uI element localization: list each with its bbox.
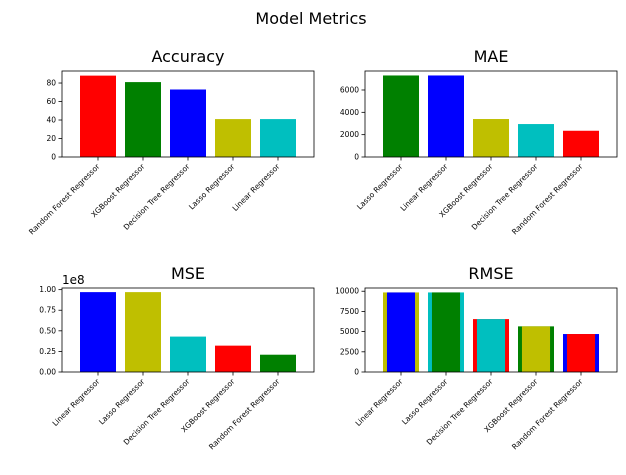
y-tick-label: 60 [46, 97, 56, 106]
bar-overlay-lasso-regressor [431, 292, 461, 372]
bar-xgboost-regressor [473, 119, 509, 157]
y-tick-label: 20 [46, 134, 56, 143]
panel-title: RMSE [468, 264, 513, 283]
y-tick-label: 0 [354, 153, 359, 162]
x-tick-label: Lasso Regressor [355, 161, 405, 211]
x-tick-label: Lasso Regressor [400, 376, 450, 426]
x-tick-label: Linear Regressor [354, 376, 406, 428]
y-tick-label: 0 [51, 153, 56, 162]
y-tick-label: 40 [46, 116, 56, 125]
bar-lasso-regressor [125, 292, 161, 372]
y-tick-label: 0.00 [39, 368, 56, 377]
bar-random-forest-regressor [80, 75, 116, 157]
x-tick-label: Random Forest Regressor [27, 161, 102, 236]
bar-decision-tree-regressor [170, 89, 206, 157]
x-tick-label: Lasso Regressor [187, 161, 237, 211]
y-tick-label: 10000 [335, 287, 359, 296]
figure-title: Model Metrics [255, 9, 366, 28]
bar-overlay-random-forest-regressor [566, 334, 596, 372]
y-tick-label: 0 [354, 368, 359, 377]
bar-linear-regressor [80, 292, 116, 372]
y-tick-label: 7500 [340, 307, 359, 316]
bar-overlay-decision-tree-regressor [476, 319, 506, 372]
x-tick-label: Linear Regressor [399, 161, 451, 213]
panel-mse: MSE 1e8 0.00 0.25 0.50 0.75 1.00 Linear Regress… [39, 264, 315, 451]
y-tick-label: 80 [46, 79, 56, 88]
panel-accuracy: Accuracy 0 20 40 60 80 Random Forest Regressor… [27, 47, 315, 236]
panel-title: MSE [171, 264, 205, 283]
bar-decision-tree-regressor [518, 124, 554, 157]
y-tick-label: 4000 [340, 108, 359, 117]
y-tick-label: 2500 [340, 347, 359, 356]
y-tick-label: 2000 [340, 130, 359, 139]
bar-decision-tree-regressor [170, 336, 206, 372]
x-tick-label: Linear Regressor [51, 376, 103, 428]
bar-lasso-regressor [215, 119, 251, 157]
y-tick-label: 0.50 [39, 326, 56, 335]
y-tick-label: 0.75 [39, 306, 56, 315]
x-tick-label: Linear Regressor [231, 161, 283, 213]
panel-rmse: RMSE 0 2500 5000 7500 10000 Linear RegressorLa… [335, 264, 618, 451]
bar-random-forest-regressor [563, 130, 599, 157]
bar-random-forest-regressor [260, 354, 296, 372]
y-tick-label: 0.25 [39, 347, 56, 356]
panel-title: MAE [474, 47, 509, 66]
x-tick-label: Lasso Regressor [97, 376, 147, 426]
axis-scale-label: 1e8 [62, 273, 85, 287]
panel-title: Accuracy [151, 47, 224, 66]
y-tick-label: 1.00 [39, 285, 56, 294]
bar-linear-regressor [428, 75, 464, 157]
bar-overlay-xgboost-regressor [521, 326, 551, 372]
y-tick-label: 5000 [340, 327, 359, 336]
bar-xgboost-regressor [215, 345, 251, 372]
bar-xgboost-regressor [125, 82, 161, 157]
bar-linear-regressor [260, 119, 296, 157]
bar-lasso-regressor [383, 75, 419, 157]
y-tick-label: 6000 [340, 85, 359, 94]
bar-overlay-linear-regressor [386, 292, 416, 372]
